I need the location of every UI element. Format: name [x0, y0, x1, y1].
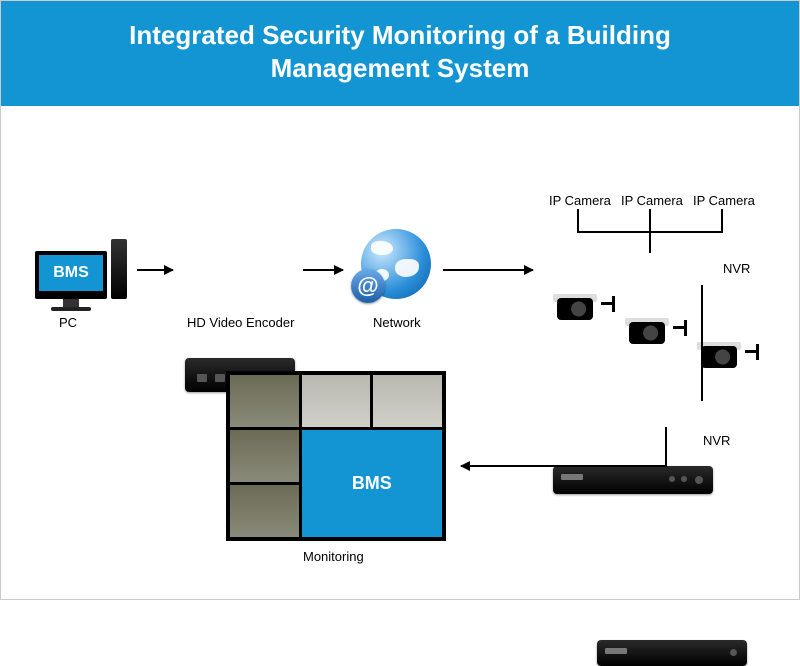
network-label: Network	[373, 315, 421, 330]
pc-monitor-icon: BMS	[35, 251, 107, 299]
cam1-line	[577, 209, 579, 231]
monitoring-label: Monitoring	[303, 549, 364, 564]
wall-tile	[373, 375, 442, 427]
pc-label: PC	[59, 315, 77, 330]
cam2-line	[649, 209, 651, 231]
arrow-pc-encoder	[137, 269, 173, 271]
title-banner: Integrated Security Monitoring of a Buil…	[1, 1, 799, 106]
ip-camera-2-icon	[629, 322, 677, 346]
arrow-nvr-monitoring	[461, 465, 665, 467]
arrow-encoder-network	[303, 269, 343, 271]
nvr-to-mon-v	[665, 427, 667, 467]
wall-tile	[230, 430, 299, 482]
nvr-top-label: NVR	[723, 261, 750, 276]
nvr-link-line	[701, 285, 703, 401]
cam3-label: IP Camera	[693, 193, 755, 208]
title-line-1: Integrated Security Monitoring of a Buil…	[11, 19, 789, 52]
at-icon: @	[351, 269, 385, 303]
network-node: @	[361, 229, 431, 299]
wall-tile-bms: BMS	[302, 430, 442, 537]
cam3-line	[721, 209, 723, 231]
pc-tower-icon	[111, 239, 127, 299]
ip-camera-3-icon	[701, 346, 749, 370]
cam1-label: IP Camera	[549, 193, 611, 208]
pc-screen: BMS	[39, 255, 103, 291]
wall-tile	[302, 375, 371, 427]
monitoring-wall: BMS	[226, 371, 446, 541]
ip-camera-1-icon	[557, 298, 605, 322]
nvr-bot-icon	[597, 640, 747, 666]
wall-tile	[230, 375, 299, 427]
cam-drop-line	[649, 231, 651, 253]
pc-node: BMS	[35, 239, 127, 299]
title-line-2: Management System	[11, 52, 789, 85]
nvr-top-icon	[553, 466, 713, 494]
cam2-label: IP Camera	[621, 193, 683, 208]
encoder-label: HD Video Encoder	[187, 315, 294, 330]
nvr-bot-label: NVR	[703, 433, 730, 448]
wall-tile	[230, 485, 299, 537]
arrow-network-nvr	[443, 269, 533, 271]
